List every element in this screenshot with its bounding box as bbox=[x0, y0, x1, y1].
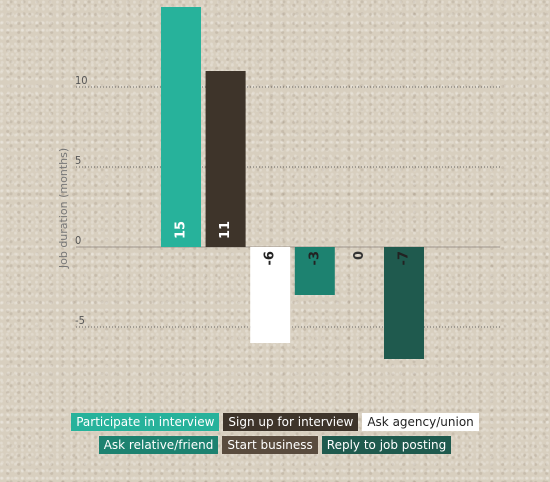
bar-value-label: 0 bbox=[352, 251, 367, 260]
bar-ask-agency-union[interactable] bbox=[250, 247, 291, 343]
bar-value-label: -7 bbox=[397, 251, 412, 265]
legend-item-sign-up-for-interview[interactable]: Sign up for interview bbox=[223, 413, 359, 431]
legend-item-reply-to-job-posting[interactable]: Reply to job posting bbox=[321, 436, 452, 454]
y-tick-label: 5 bbox=[75, 154, 81, 167]
bar-sign-up-for-interview[interactable] bbox=[205, 71, 246, 247]
y-tick-label: -5 bbox=[75, 314, 85, 327]
legend-item-ask-agency-union[interactable]: Ask agency/union bbox=[362, 413, 479, 431]
bar-value-label: 15 bbox=[174, 221, 189, 239]
legend-item-participate-in-interview[interactable]: Participate in interview bbox=[71, 413, 220, 431]
chart-bars: 15 11 -6 -3 0 -7 bbox=[161, 7, 424, 359]
legend-item-start-business[interactable]: Start business bbox=[222, 436, 318, 454]
y-tick-label: 10 bbox=[75, 74, 88, 87]
legend-row: Ask relative/friend Start business Reply t… bbox=[60, 436, 490, 454]
bar-value-label: -3 bbox=[307, 251, 322, 265]
y-axis-title: Job duration (months) bbox=[57, 148, 70, 269]
legend-row: Participate in interview Sign up for inte… bbox=[60, 413, 490, 431]
bar-participate-in-interview[interactable] bbox=[161, 7, 201, 247]
bar-reply-to-job-posting[interactable] bbox=[384, 247, 424, 359]
bar-value-label: 11 bbox=[218, 221, 233, 239]
bar-value-label: -6 bbox=[263, 251, 278, 265]
legend: Participate in interview Sign up for inte… bbox=[60, 413, 490, 459]
legend-item-ask-relative-friend[interactable]: Ask relative/friend bbox=[98, 436, 219, 454]
y-tick-label: 0 bbox=[75, 234, 81, 247]
bar-ask-relative-friend[interactable] bbox=[294, 247, 335, 295]
